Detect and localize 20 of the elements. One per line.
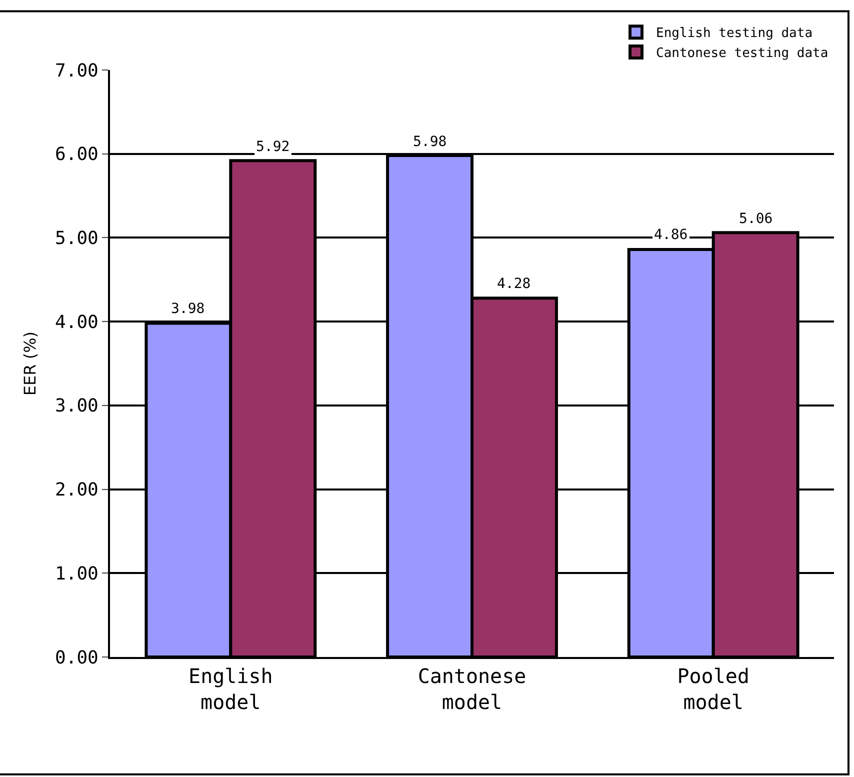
legend-label: Cantonese testing data — [656, 46, 828, 62]
y-tick-label: 0.00 — [55, 647, 98, 668]
data-label: 5.06 — [739, 211, 773, 227]
x-tick-label: Pooled model — [677, 664, 750, 714]
x-tick-label: Cantonese model — [418, 664, 526, 714]
data-label: 4.28 — [497, 276, 531, 292]
y-axis-title: EER (%) — [20, 331, 40, 396]
y-tick-label: 2.00 — [55, 480, 98, 501]
y-tick-label: 7.00 — [55, 60, 98, 82]
legend-label: English testing data — [656, 26, 813, 42]
data-label: 5.98 — [413, 134, 447, 150]
y-tick-label: 6.00 — [55, 144, 98, 166]
y-tick-label: 5.00 — [55, 228, 98, 250]
data-label: 3.98 — [171, 301, 205, 317]
y-tick-label: 4.00 — [55, 312, 98, 333]
y-tick-label: 3.00 — [55, 396, 98, 417]
x-tick-label: English model — [188, 664, 273, 714]
data-label: 4.86 — [654, 227, 688, 243]
y-tick-label: 1.00 — [55, 563, 98, 584]
data-label: 5.92 — [256, 139, 290, 155]
